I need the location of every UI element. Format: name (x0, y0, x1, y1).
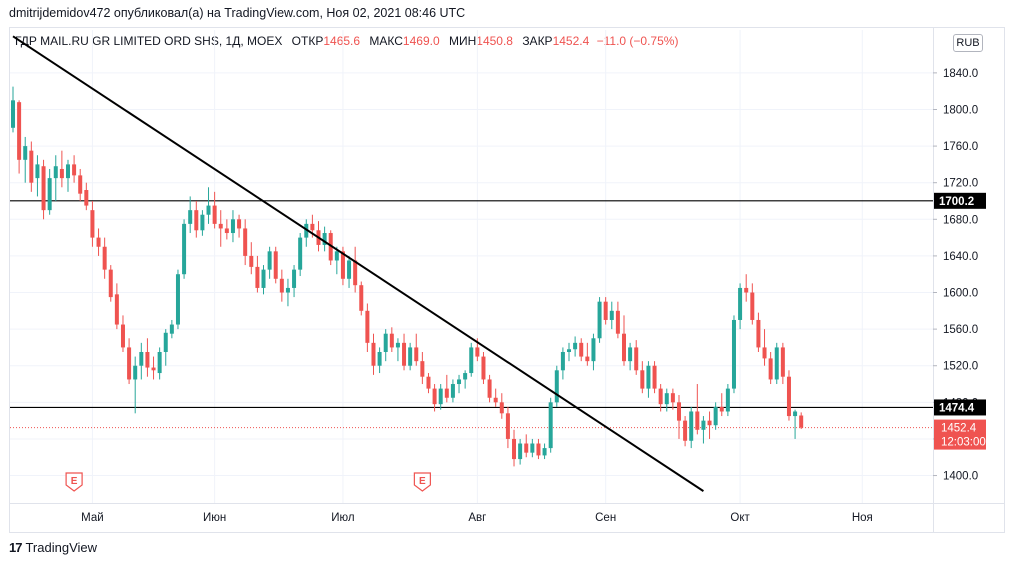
low-value: 1450.8 (476, 34, 513, 48)
open-value: 1465.6 (323, 34, 361, 48)
footer: 17 TradingView (9, 540, 97, 555)
close-label: ЗАКР (522, 34, 553, 48)
change-value: −11.0 (−0.75%) (596, 34, 679, 48)
open-label: ОТКР (291, 34, 324, 48)
footer-logo-text[interactable]: TradingView (25, 540, 98, 555)
currency-badge[interactable]: RUB (953, 34, 983, 52)
chart-legend: ГДР MAIL.RU GR LIMITED ORD SHS, 1Д, MOEX… (15, 34, 678, 48)
low-label: МИН (448, 34, 477, 48)
tradingview-logo-icon: 17 (9, 540, 23, 555)
high-value: 1469.0 (402, 34, 440, 48)
close-value: 1452.4 (552, 34, 590, 48)
symbol-label[interactable]: ГДР MAIL.RU GR LIMITED ORD SHS, 1Д, MOEX (15, 34, 283, 48)
chart-frame[interactable] (9, 27, 1005, 533)
high-label: МАКС (369, 34, 403, 48)
publish-header: dmitrijdemidov472 опубликовал(а) на Trad… (9, 6, 466, 20)
